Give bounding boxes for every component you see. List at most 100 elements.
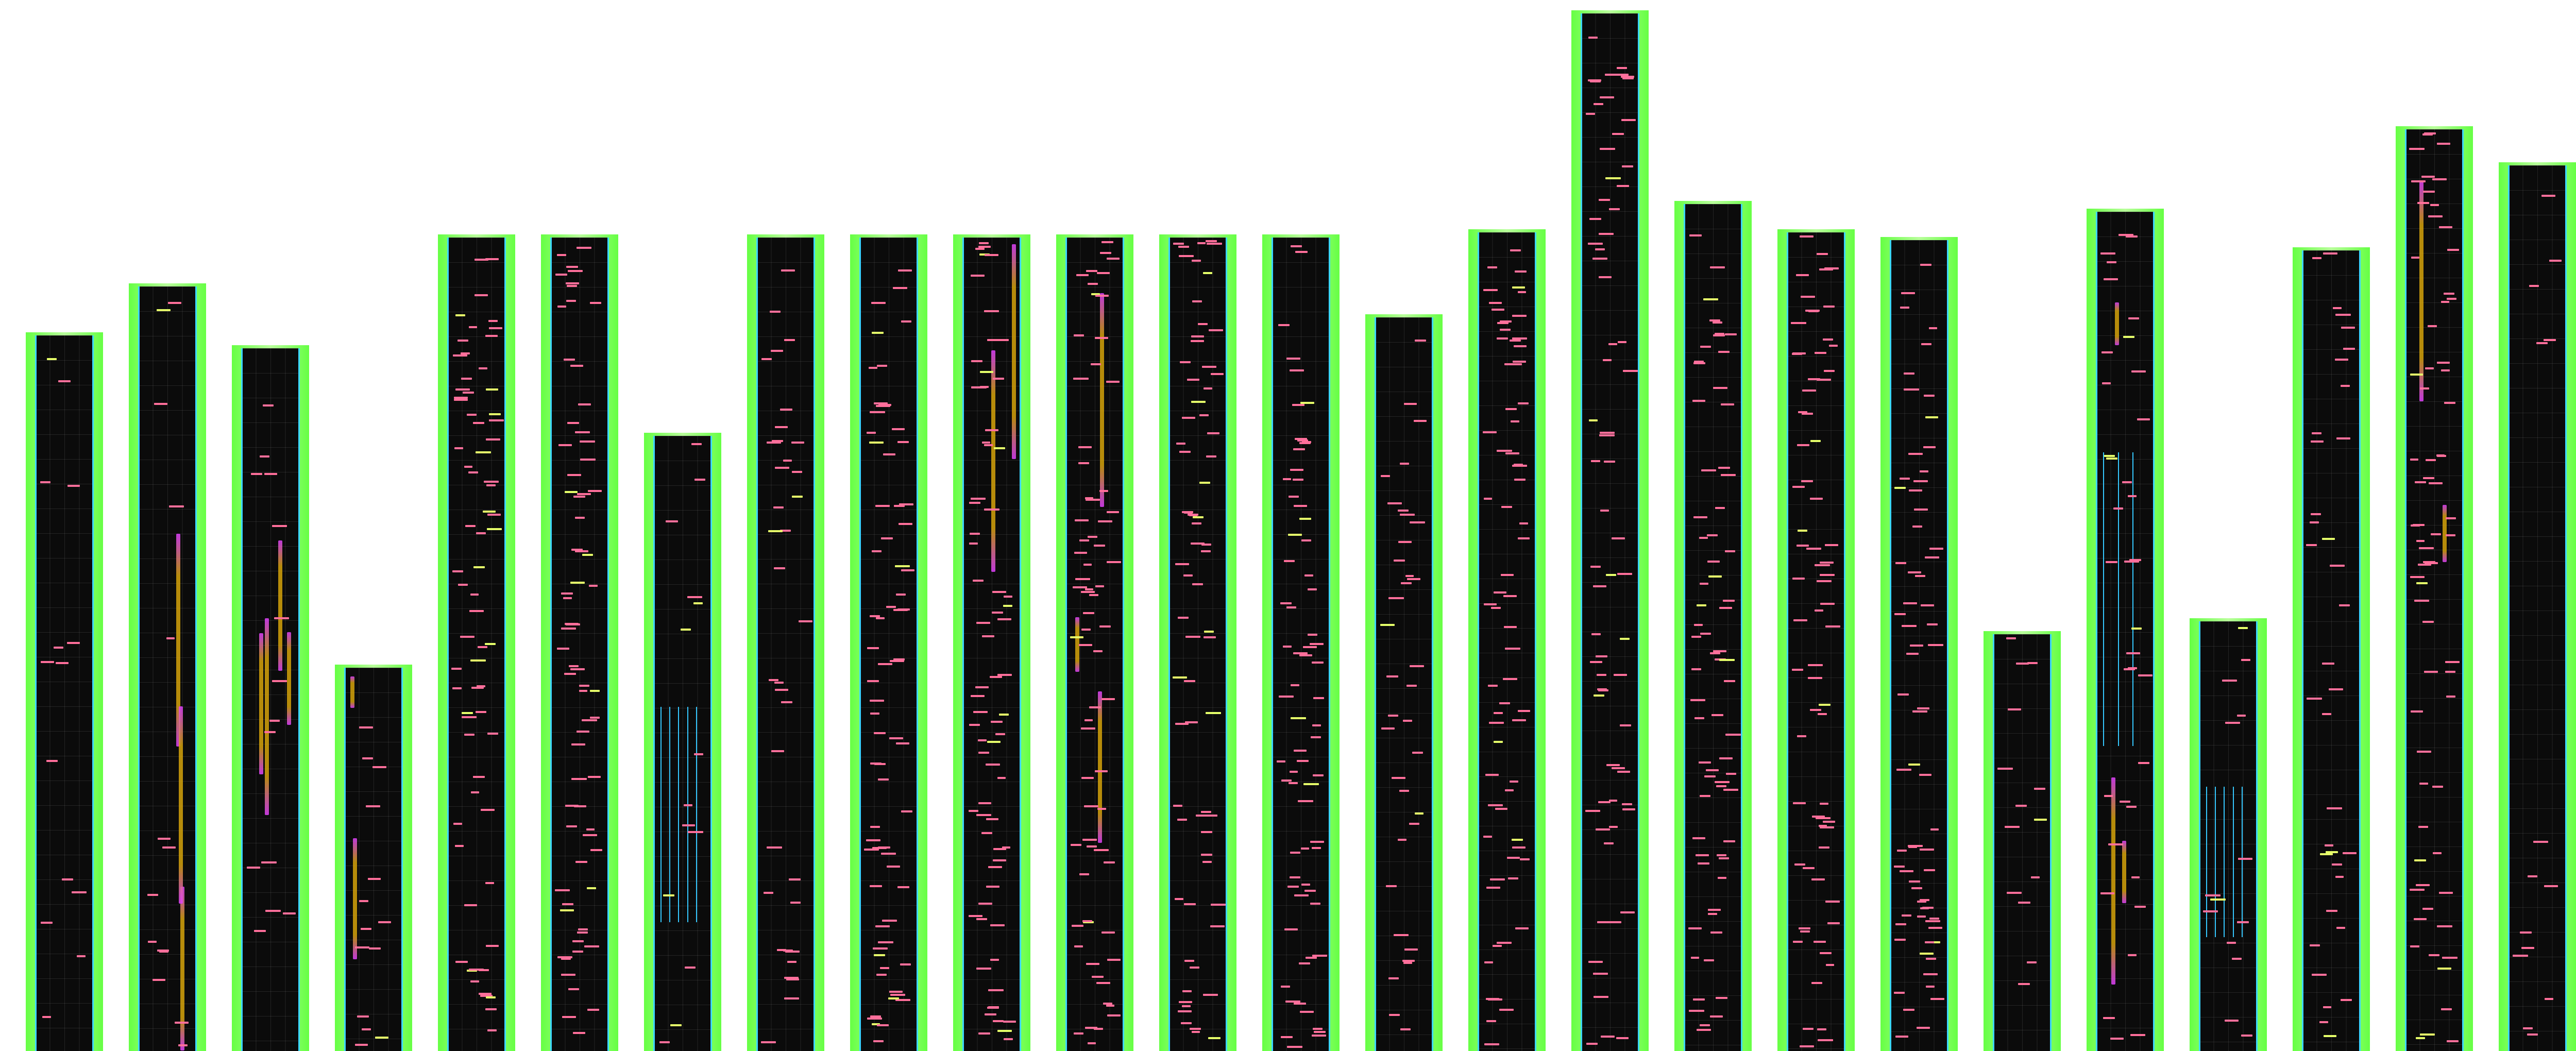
tap-note <box>2100 892 2114 894</box>
tap-note <box>1386 885 1397 887</box>
tap-note <box>2004 825 2020 828</box>
hold-note <box>2111 777 2116 985</box>
tap-note <box>1300 847 1309 850</box>
tap-note <box>881 852 896 855</box>
tap-note <box>1079 873 1089 875</box>
hold-note <box>2122 841 2127 903</box>
tap-note <box>1604 460 1616 463</box>
flick-note <box>2322 538 2335 540</box>
tap-note <box>1510 249 1521 251</box>
tap-note <box>1920 263 1931 266</box>
tap-note <box>971 360 983 362</box>
tap-note <box>1902 914 1912 917</box>
tap-note <box>2008 708 2021 711</box>
tap-note <box>659 1041 670 1043</box>
tap-note <box>1513 345 1527 347</box>
tap-note <box>2417 202 2430 205</box>
tap-note <box>870 712 879 715</box>
tap-note <box>1712 321 1723 324</box>
tap-note <box>1294 504 1307 507</box>
tap-note <box>272 524 287 527</box>
tap-note <box>1714 781 1730 783</box>
tap-note <box>870 826 880 828</box>
tap-note <box>1291 245 1302 248</box>
tap-note <box>1086 499 1100 501</box>
hold-note <box>991 350 995 572</box>
tap-note <box>1693 624 1703 626</box>
tap-note <box>473 775 485 778</box>
tap-note <box>971 386 987 389</box>
tap-note <box>2545 997 2553 1000</box>
tap-note <box>2521 946 2534 949</box>
tap-note <box>1294 437 1307 440</box>
tap-note <box>1801 480 1813 482</box>
tap-note <box>2101 351 2113 354</box>
tap-note <box>2529 284 2539 287</box>
flick-note <box>1193 516 1204 518</box>
tap-note <box>2311 440 2324 443</box>
tap-note <box>1101 931 1115 934</box>
tap-note <box>1491 607 1501 609</box>
tap-note <box>1820 602 1835 605</box>
tap-note <box>878 778 889 781</box>
tap-note <box>1192 522 1202 524</box>
tap-note <box>2419 783 2429 785</box>
tap-note <box>263 404 274 406</box>
tap-note <box>1503 678 1518 681</box>
tap-note <box>2426 459 2436 462</box>
tap-note <box>1204 387 1213 390</box>
flick-note <box>2410 373 2423 376</box>
tap-note <box>2446 298 2457 300</box>
tap-note <box>1084 805 1099 808</box>
tap-note <box>563 597 572 599</box>
tap-note <box>1210 925 1225 928</box>
tap-note <box>2231 957 2242 960</box>
flick-note <box>2420 1033 2435 1036</box>
tap-note <box>562 903 574 906</box>
tap-note <box>42 1015 51 1018</box>
tap-note <box>988 866 1002 868</box>
tap-note <box>2104 278 2119 280</box>
tap-note <box>1596 655 1607 658</box>
slide-line <box>2117 452 2119 746</box>
tap-note <box>2428 215 2443 217</box>
tap-note <box>71 891 87 894</box>
flick-note <box>979 253 990 256</box>
tap-note <box>2018 983 2030 986</box>
hold-note <box>176 534 181 747</box>
tap-note <box>2309 944 2320 947</box>
tap-note <box>873 402 888 404</box>
tap-note <box>1917 916 1926 918</box>
tap-note <box>1597 688 1607 691</box>
tap-note <box>1598 198 1610 201</box>
tap-note <box>274 617 289 619</box>
tap-note <box>1815 564 1830 567</box>
flick-note <box>1303 783 1319 785</box>
tap-note <box>1599 434 1615 437</box>
tap-note <box>973 711 988 714</box>
slide-line <box>2232 786 2234 937</box>
tap-note <box>1616 1037 1629 1039</box>
tap-note <box>582 834 598 837</box>
flick-note <box>1300 401 1315 404</box>
lane-edge-right <box>92 335 94 1051</box>
tap-note <box>486 438 501 441</box>
hold-note <box>2419 180 2424 401</box>
tap-note <box>1819 573 1835 576</box>
tap-note <box>2127 954 2137 956</box>
tap-note <box>978 802 992 804</box>
tap-note <box>1093 650 1103 652</box>
chart-column-25 <box>2499 162 2576 1051</box>
tap-note <box>1718 857 1729 859</box>
tap-note <box>283 912 296 914</box>
tap-note <box>41 922 53 924</box>
tap-note <box>1609 208 1620 211</box>
tap-note <box>1074 945 1083 947</box>
lane-edge-left <box>1168 238 1170 1051</box>
tap-note <box>1400 582 1412 584</box>
tap-note <box>1183 680 1195 683</box>
lane-edge-right <box>2359 250 2361 1051</box>
tap-note <box>1792 486 1805 488</box>
tap-note <box>1798 411 1807 413</box>
tap-note <box>1189 514 1198 517</box>
